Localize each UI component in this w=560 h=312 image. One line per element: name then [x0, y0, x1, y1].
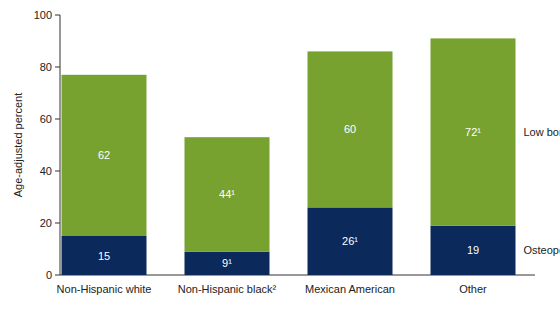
y-tick-label: 20 [40, 217, 52, 229]
bar [62, 75, 147, 236]
legend-entry: Low bone mass [524, 126, 560, 138]
y-tick [55, 67, 60, 68]
bar [431, 226, 516, 275]
y-tick [55, 275, 60, 276]
y-tick [55, 15, 60, 16]
data-label: 15 [98, 250, 110, 262]
y-tick-label: 40 [40, 165, 52, 177]
bar [431, 38, 516, 225]
data-label: 9¹ [222, 257, 232, 269]
data-labels: 15 9¹ 26¹ 19 62 44¹ 60 72¹ [98, 123, 481, 269]
bar [308, 51, 393, 207]
y-tick-label: 0 [46, 269, 52, 281]
x-tick-label: Mexican American [305, 283, 395, 295]
chart: Age-adjusted percent020406080100159¹26¹1… [0, 0, 560, 312]
data-label: 19 [467, 244, 479, 256]
y-axis-label: Age-adjusted percent [12, 93, 24, 198]
x-tick-label: Non-Hispanic black² [178, 283, 277, 295]
y-axis [60, 15, 61, 275]
y-tick [55, 119, 60, 120]
y-tick [55, 223, 60, 224]
bar [185, 137, 270, 251]
chart-container: Age-adjusted percent020406080100159¹26¹1… [0, 0, 560, 312]
data-label: 44¹ [219, 188, 235, 200]
bars [62, 38, 516, 275]
bar [185, 252, 270, 275]
y-tick [55, 171, 60, 172]
data-label: 60 [344, 123, 356, 135]
data-label: 72¹ [465, 126, 481, 138]
y-tick-label: 100 [34, 9, 52, 21]
y-tick-label: 80 [40, 61, 52, 73]
data-label: 62 [98, 149, 110, 161]
legend-entry: Osteoporosis [524, 244, 560, 256]
x-tick-label: Non-Hispanic white [57, 283, 152, 295]
data-label: 26¹ [342, 235, 358, 247]
y-tick-label: 60 [40, 113, 52, 125]
bar [308, 207, 393, 275]
x-tick-label: Other [459, 283, 487, 295]
bar [62, 236, 147, 275]
